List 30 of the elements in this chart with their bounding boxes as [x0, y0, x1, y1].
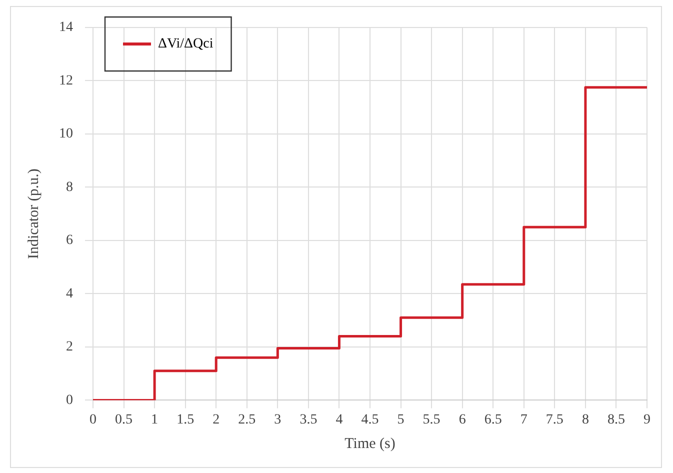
y-tick-label: 8	[66, 180, 73, 195]
x-axis-title: Time (s)	[344, 436, 396, 452]
x-tick-label: 1	[151, 412, 158, 428]
x-tick-label: 4.5	[361, 412, 379, 428]
y-tick-label: 12	[59, 73, 73, 88]
y-tick-label: 10	[59, 126, 73, 142]
x-tick-label: 8	[582, 412, 589, 428]
x-tick-label: 6.5	[484, 412, 502, 428]
x-tick-label: 8.5	[607, 412, 625, 428]
y-tick-label: 4	[66, 286, 73, 302]
y-tick-label: 6	[66, 233, 73, 248]
y-tick-label: 2	[66, 340, 73, 355]
x-tick-label: 9	[644, 412, 650, 428]
y-tick-label: 14	[59, 20, 73, 36]
x-tick-label: 2	[212, 412, 220, 428]
x-tick-label: 3	[274, 412, 282, 428]
x-tick-label: 2.5	[238, 412, 256, 428]
x-tick-label: 1.5	[176, 412, 194, 428]
x-tick-label: 0.5	[115, 412, 133, 428]
y-axis-title: Indicator (p.u.)	[26, 168, 42, 259]
x-tick-label: 6	[458, 412, 466, 428]
x-tick-label: 0	[90, 412, 96, 428]
x-tick-label: 3.5	[300, 412, 318, 428]
x-tick-label: 7.5	[546, 412, 564, 428]
legend-label: ΔVi/ΔQci	[158, 36, 214, 52]
x-tick-label: 4	[336, 412, 343, 428]
y-tick-label: 0	[66, 392, 73, 408]
x-tick-label: 7	[520, 412, 528, 428]
x-tick-label: 5.5	[422, 412, 440, 428]
x-tick-label: 5	[397, 412, 404, 428]
